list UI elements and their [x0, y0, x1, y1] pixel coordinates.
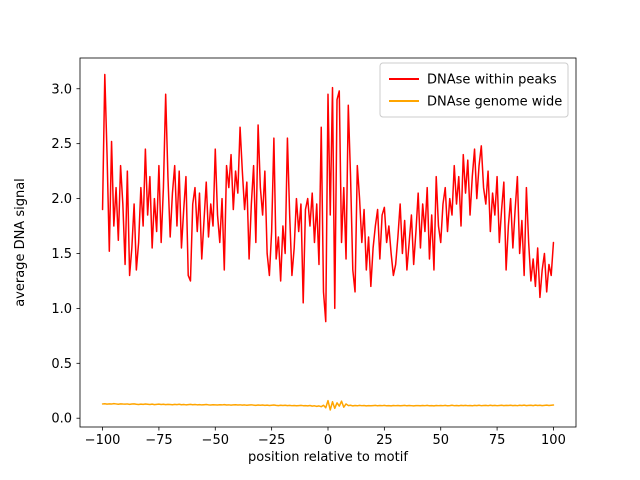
y-tick-label: 0.0	[51, 412, 72, 427]
y-tick-label: 2.5	[51, 137, 72, 152]
x-tick-label: 25	[376, 433, 393, 448]
y-tick-label: 2.0	[51, 192, 72, 207]
y-tick-label: 0.5	[51, 357, 72, 372]
legend-label-dnase-within-peaks: DNAse within peaks	[427, 73, 557, 88]
x-tick-label: 0	[324, 433, 332, 448]
x-tick-label: −50	[202, 433, 229, 448]
x-tick-label: −25	[258, 433, 285, 448]
x-tick-label: 50	[432, 433, 449, 448]
series-line-1	[101, 399, 555, 411]
x-tick-label: −100	[85, 433, 121, 448]
y-axis-label: average DNA signal	[13, 178, 28, 307]
x-axis-label: position relative to motif	[248, 450, 408, 465]
legend-box	[379, 62, 569, 118]
series-layer	[101, 73, 555, 411]
series-line-0	[101, 73, 555, 323]
x-tick-label: −75	[145, 433, 172, 448]
legend: DNAse within peaks DNAse genome wide	[379, 62, 569, 118]
x-tick-label: 100	[541, 433, 566, 448]
ticks-layer: −100 −75 −50 −25 0 25 50 75 100 0.0 0.5 1.0 1.5 2.0 2.…	[51, 82, 566, 448]
y-tick-label: 1.0	[51, 302, 72, 317]
x-tick-label: 75	[489, 433, 506, 448]
legend-label-dnase-genome-wide: DNAse genome wide	[427, 95, 562, 110]
y-tick-label: 1.5	[51, 247, 72, 262]
y-tick-label: 3.0	[51, 82, 72, 97]
